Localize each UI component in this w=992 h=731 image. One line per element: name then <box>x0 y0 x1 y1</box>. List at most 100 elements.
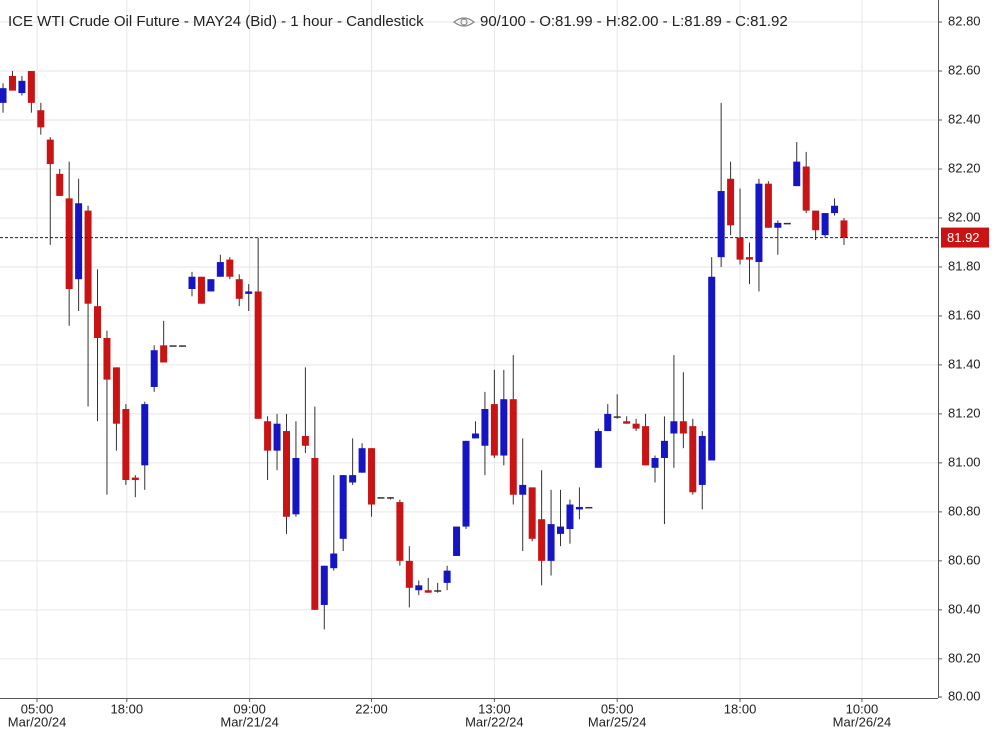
candle-body <box>727 178 735 226</box>
candle-body <box>94 306 102 338</box>
candle-body <box>131 477 139 481</box>
candle-body <box>349 475 357 483</box>
candle-body <box>585 506 593 509</box>
candle-body <box>689 426 697 493</box>
candles <box>0 71 938 630</box>
candle-body <box>84 210 92 304</box>
candle-body <box>386 497 394 499</box>
chart-title: ICE WTI Crude Oil Future - MAY24 (Bid) -… <box>8 13 424 30</box>
x-tick-label: 05:00 <box>21 701 54 716</box>
y-tick-label: 80.40 <box>948 601 981 616</box>
grid <box>0 0 938 698</box>
candle-body <box>264 421 272 451</box>
candle-body <box>424 590 432 593</box>
candle-body <box>670 421 678 434</box>
candle-body <box>698 435 706 485</box>
candle-body <box>443 570 451 583</box>
candle-body <box>179 345 187 347</box>
candle-body <box>254 291 262 419</box>
candle-body <box>764 183 772 228</box>
candle-body <box>660 440 668 458</box>
candle-body <box>566 504 574 530</box>
candle-body <box>538 519 546 561</box>
candle-body <box>481 409 489 446</box>
candle-body <box>642 426 650 466</box>
y-tick-label: 81.20 <box>948 405 981 420</box>
candle-body <box>623 421 631 424</box>
candle-body <box>37 110 45 128</box>
candle-body <box>27 71 35 103</box>
candle-body <box>821 213 829 236</box>
x-tick-label: 18:00 <box>111 701 144 716</box>
candle-body <box>292 457 300 515</box>
candle-body <box>415 585 423 591</box>
y-tick-label: 82.20 <box>948 160 981 175</box>
candle-body <box>831 205 839 214</box>
y-tick-label: 81.80 <box>948 258 981 273</box>
y-tick-label: 80.80 <box>948 503 981 518</box>
candle-body <box>358 448 366 473</box>
y-tick-label: 82.60 <box>948 62 981 77</box>
last-price-label: 81.92 <box>947 230 980 245</box>
candle-body <box>471 433 479 439</box>
candle-body <box>793 161 801 187</box>
candle-body <box>112 367 120 424</box>
x-tick-label: 18:00 <box>724 701 757 716</box>
candle-body <box>708 276 716 461</box>
y-tick-label: 80.60 <box>948 552 981 567</box>
candle-body <box>75 203 83 280</box>
y-tick-label: 82.80 <box>948 13 981 28</box>
candle-body <box>434 590 442 592</box>
candle-body <box>320 565 328 605</box>
candle-body <box>840 220 848 238</box>
candle-body <box>802 166 810 211</box>
candle-body <box>103 337 111 380</box>
chart-info: 90/100 - O:81.99 - H:82.00 - L:81.89 - C… <box>480 13 788 30</box>
candle-body <box>462 440 470 527</box>
candle-body <box>632 423 640 429</box>
candle-body <box>613 416 621 418</box>
candle-body <box>509 399 517 495</box>
x-date-label: Mar/26/24 <box>833 714 892 729</box>
candle-body <box>557 526 565 534</box>
x-date-label: Mar/20/24 <box>8 714 67 729</box>
y-tick-label: 81.60 <box>948 307 981 322</box>
candle-body <box>197 276 205 304</box>
candle-body <box>453 526 461 556</box>
x-tick-label: 13:00 <box>478 701 511 716</box>
x-date-label: Mar/22/24 <box>465 714 524 729</box>
candle-body <box>368 448 376 505</box>
candle-body <box>490 404 498 456</box>
candle-body <box>812 210 820 231</box>
y-tick-label: 82.00 <box>948 209 981 224</box>
y-tick-label: 81.00 <box>948 454 981 469</box>
candle-body <box>245 291 253 294</box>
candle-body <box>783 222 791 225</box>
candle-body <box>216 262 224 277</box>
y-tick-label: 80.20 <box>948 650 981 665</box>
candle-body <box>46 139 54 165</box>
candle-body <box>528 487 536 539</box>
candle-body <box>8 75 16 91</box>
candle-body <box>141 404 149 466</box>
x-date-label: Mar/21/24 <box>220 714 279 729</box>
candle-body <box>717 191 725 258</box>
x-tick-label: 22:00 <box>355 701 388 716</box>
candle-body <box>519 484 527 495</box>
candle-body <box>547 524 555 561</box>
candle-body <box>679 421 687 434</box>
candle-body <box>56 173 64 196</box>
candle-body <box>736 237 744 260</box>
y-tick-label: 80.00 <box>948 688 981 703</box>
candle-body <box>226 259 234 277</box>
candle-body <box>377 497 385 499</box>
candle-body <box>188 276 196 289</box>
candle-body <box>311 457 319 610</box>
candle-body <box>575 506 583 510</box>
candle-body <box>65 198 73 289</box>
y-tick-label: 82.40 <box>948 111 981 126</box>
candle-body <box>0 88 7 103</box>
candle-body <box>604 413 612 432</box>
